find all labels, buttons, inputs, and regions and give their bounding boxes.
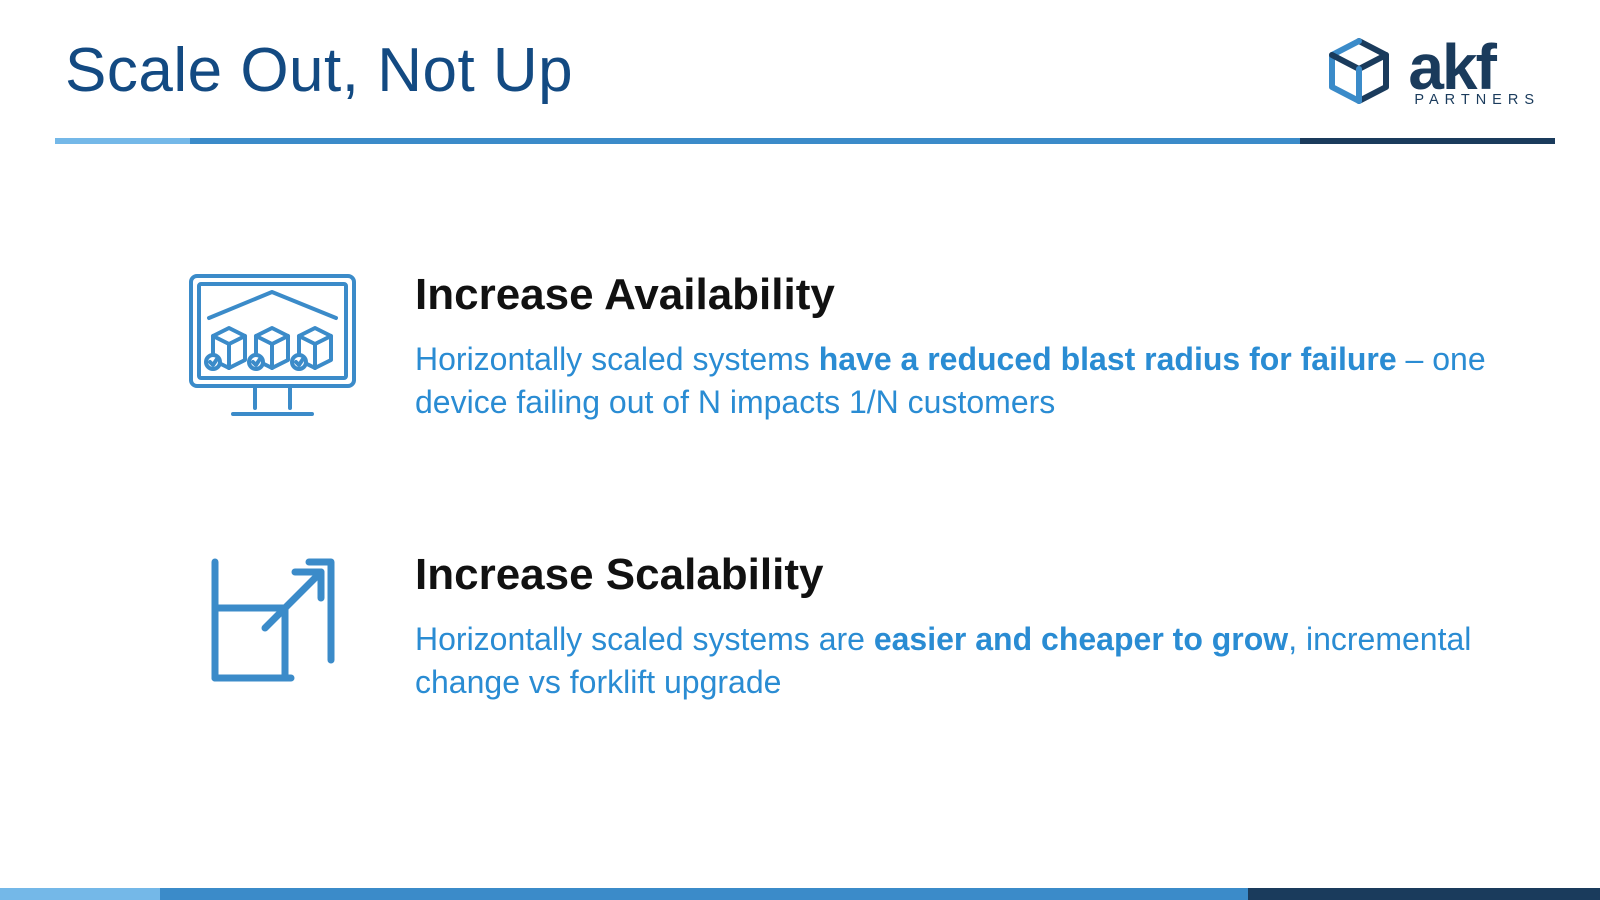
- divider-segment: [55, 138, 190, 144]
- monitor-boxes-icon: [185, 270, 360, 430]
- logo: akf PARTNERS: [1324, 35, 1540, 118]
- content-item: Increase Scalability Horizontally scaled…: [185, 550, 1500, 703]
- item-description: Horizontally scaled systems are easier a…: [415, 618, 1500, 703]
- desc-bold: easier and cheaper to grow: [874, 621, 1288, 657]
- slide-title: Scale Out, Not Up: [65, 35, 573, 106]
- divider-segment: [0, 888, 160, 900]
- item-body: Increase Scalability Horizontally scaled…: [415, 550, 1500, 703]
- logo-brand: akf: [1408, 35, 1540, 99]
- bottom-divider: [0, 888, 1600, 900]
- logo-text: akf PARTNERS: [1408, 35, 1540, 108]
- item-heading: Increase Scalability: [415, 550, 1500, 600]
- header: Scale Out, Not Up akf PARTNERS: [65, 35, 1540, 118]
- content-item: Increase Availability Horizontally scale…: [185, 270, 1500, 430]
- divider-segment: [1300, 138, 1555, 144]
- desc-text: Horizontally scaled systems: [415, 341, 819, 377]
- desc-text: Horizontally scaled systems are: [415, 621, 874, 657]
- item-description: Horizontally scaled systems have a reduc…: [415, 338, 1500, 423]
- divider-segment: [1248, 888, 1600, 900]
- logo-subtext: PARTNERS: [1414, 93, 1540, 108]
- content: Increase Availability Horizontally scale…: [185, 270, 1500, 823]
- divider-segment: [160, 888, 1248, 900]
- desc-bold: have a reduced blast radius for failure: [819, 341, 1397, 377]
- item-body: Increase Availability Horizontally scale…: [415, 270, 1500, 423]
- scale-arrow-icon: [185, 550, 360, 690]
- top-divider: [55, 138, 1555, 144]
- slide: Scale Out, Not Up akf PARTNERS: [0, 0, 1600, 900]
- divider-segment: [190, 138, 1300, 144]
- item-heading: Increase Availability: [415, 270, 1500, 320]
- cube-logo-icon: [1324, 35, 1394, 118]
